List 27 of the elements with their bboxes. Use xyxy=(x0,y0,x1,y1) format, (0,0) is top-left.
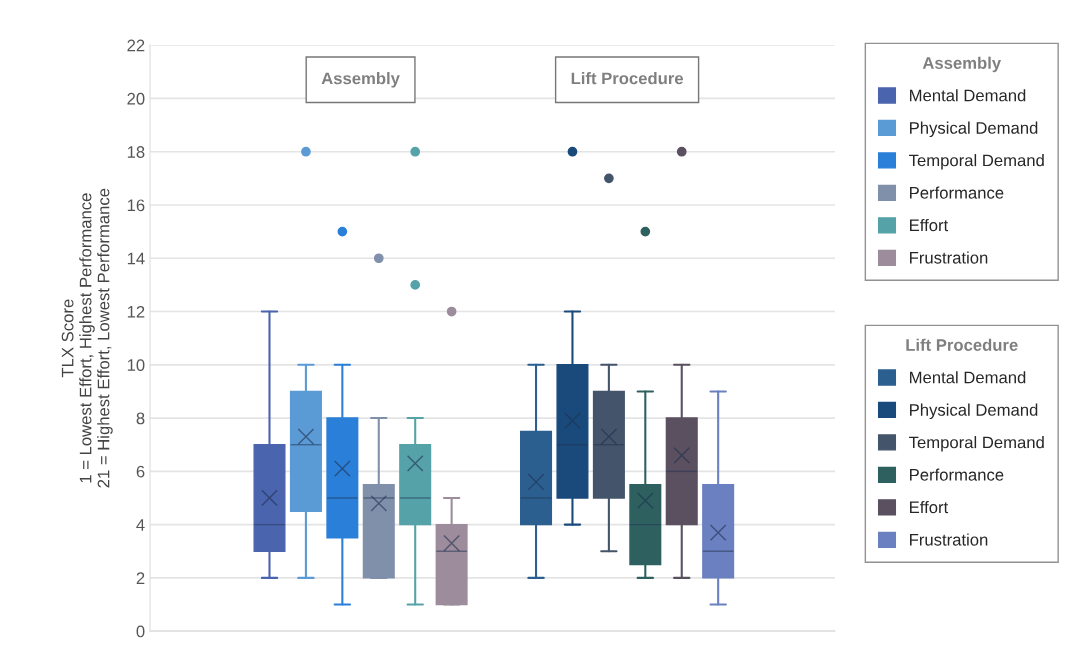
y-tick-label: 2 xyxy=(136,572,145,584)
y-tick-label: 18 xyxy=(127,146,145,158)
y-tick-label: 16 xyxy=(127,199,145,212)
y-tick-label: 22 xyxy=(127,39,145,52)
y-tick-label: 20 xyxy=(127,92,145,105)
y-tick-label: 14 xyxy=(127,252,145,265)
legend-label: Effort xyxy=(910,500,949,514)
y-tick-label: 12 xyxy=(127,305,145,318)
legend-label: Mental Demand xyxy=(910,371,1026,384)
category-label: Assembly xyxy=(922,56,1002,73)
legend-label: Physical Demand xyxy=(910,403,1038,420)
y-tick-label: 4 xyxy=(136,519,145,531)
legend-label: Frustration xyxy=(910,251,988,264)
y-tick-label: 8 xyxy=(136,412,145,425)
legend-label: Physical Demand xyxy=(910,121,1038,138)
legend-label: Effort xyxy=(910,218,949,232)
y-axis-title: TLX Score 1 = Lowest Effort, Highest Performance 21 = Highest Effort, Lowest Performance xyxy=(61,188,113,488)
y-tick-label: 10 xyxy=(127,359,145,371)
y-tick-label: 6 xyxy=(136,465,145,478)
legend-label: Frustration xyxy=(910,533,988,546)
legend-label: Mental Demand xyxy=(910,89,1026,102)
legend-label: Temporal Demand xyxy=(909,436,1044,452)
y-tick-label: 0 xyxy=(136,625,145,638)
legend-label: Performance xyxy=(910,186,1004,199)
legend-label: Temporal Demand xyxy=(909,154,1044,170)
legend-label: Performance xyxy=(910,468,1004,481)
category-label: Lift Procedure xyxy=(906,338,1018,351)
